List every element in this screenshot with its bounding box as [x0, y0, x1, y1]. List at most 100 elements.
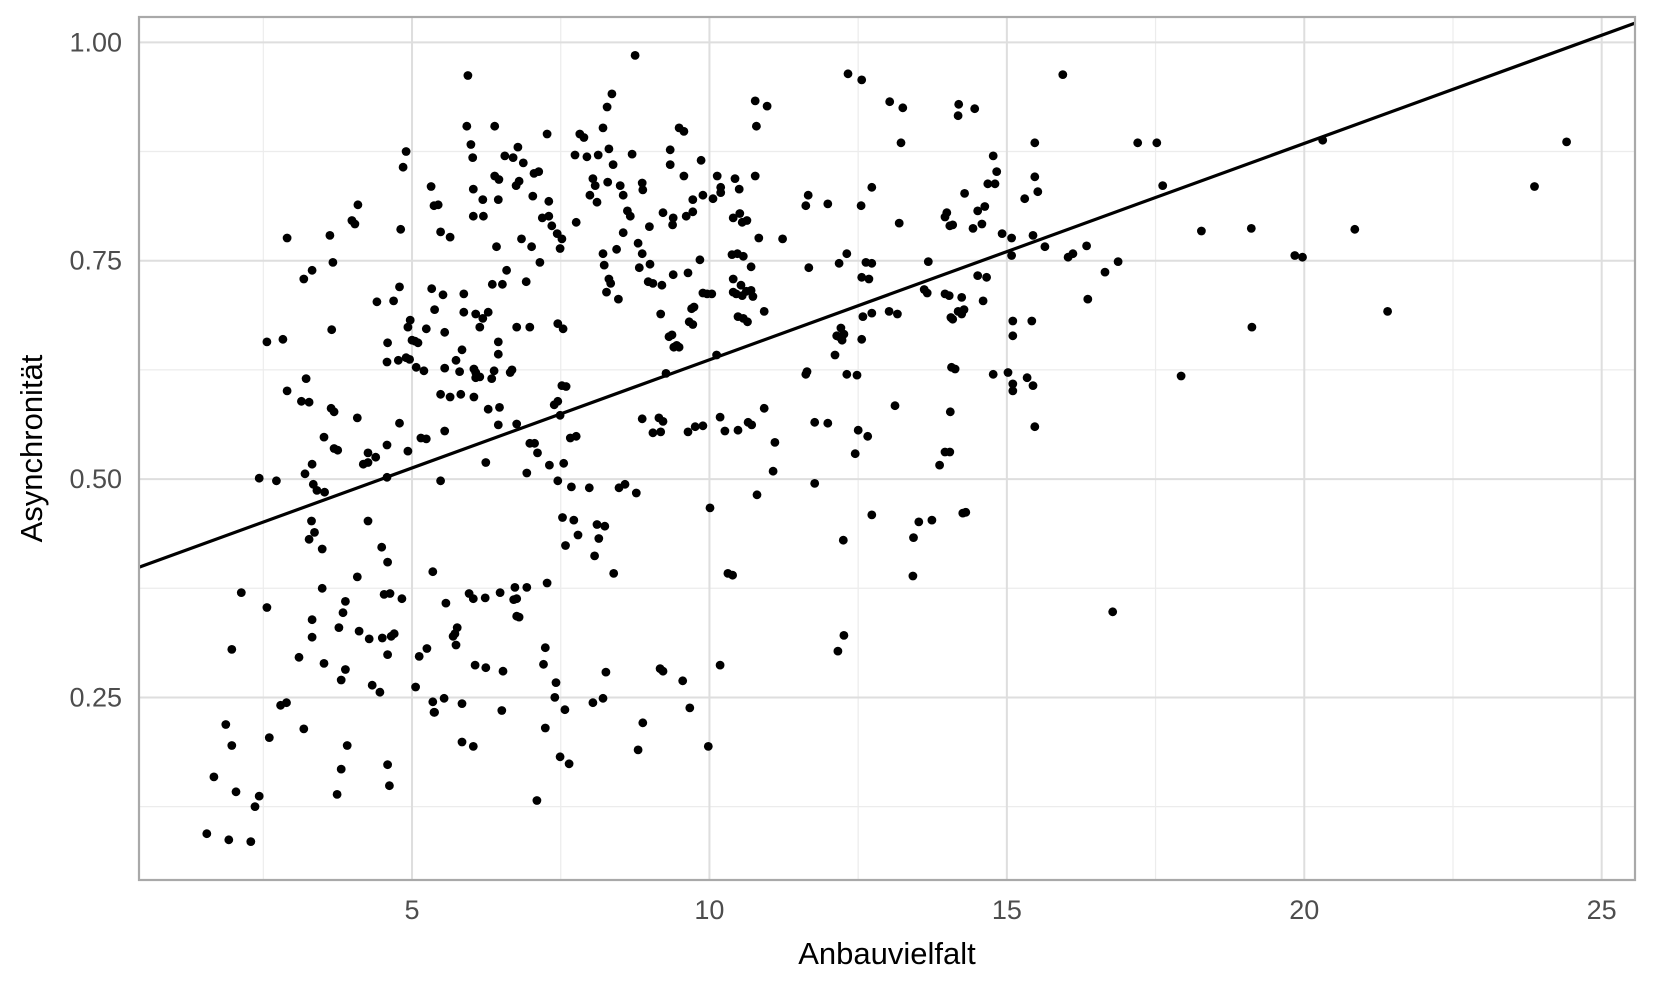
data-point: [688, 320, 698, 329]
data-point: [830, 350, 840, 360]
data-point: [457, 737, 467, 747]
data-point: [403, 446, 413, 456]
trend-line: [138, 21, 1636, 569]
data-point: [736, 280, 746, 290]
data-point: [810, 479, 820, 488]
data-point: [607, 89, 617, 99]
data-point: [411, 682, 420, 692]
data-point: [668, 270, 678, 280]
data-point: [668, 213, 678, 223]
data-point: [540, 723, 550, 733]
data-point: [703, 742, 713, 751]
x-axis-tick-label: 15: [992, 895, 1022, 925]
data-point: [535, 258, 545, 267]
data-point: [489, 366, 499, 376]
data-point: [539, 659, 548, 669]
y-axis-tick-label: 1.00: [69, 27, 122, 57]
data-point: [428, 697, 438, 707]
data-point: [457, 699, 467, 708]
data-point: [584, 483, 594, 493]
data-point: [493, 349, 503, 359]
y-axis-title: Asynchronität: [14, 354, 49, 542]
data-point: [382, 440, 392, 450]
data-point: [705, 503, 715, 513]
data-point: [570, 150, 580, 160]
data-point: [278, 334, 288, 344]
data-point: [457, 345, 467, 355]
data-point: [1133, 138, 1143, 148]
data-point: [282, 233, 292, 243]
data-point: [970, 104, 980, 114]
data-point: [571, 431, 581, 441]
data-point: [588, 698, 598, 708]
data-point: [264, 733, 274, 742]
data-point: [885, 97, 895, 107]
data-point: [752, 490, 762, 500]
data-point: [614, 294, 623, 304]
data-point: [1113, 257, 1123, 266]
data-point: [573, 530, 583, 540]
data-point: [592, 520, 602, 529]
data-point: [307, 516, 316, 526]
data-point: [698, 421, 708, 431]
data-point: [634, 263, 644, 273]
data-point: [615, 181, 625, 191]
data-point: [1028, 231, 1038, 240]
data-point: [532, 796, 542, 805]
data-point: [695, 255, 705, 265]
data-point: [307, 265, 317, 275]
data-point: [320, 487, 329, 497]
data-point: [1562, 137, 1571, 147]
data-point: [478, 195, 488, 205]
data-point: [988, 151, 998, 161]
data-point: [1100, 267, 1110, 277]
data-point: [440, 327, 450, 337]
data-point: [427, 284, 437, 294]
data-point: [728, 570, 737, 580]
data-point: [1030, 172, 1040, 182]
data-point: [377, 633, 387, 643]
data-point: [696, 155, 706, 165]
data-point: [301, 374, 311, 383]
data-point: [1350, 224, 1360, 234]
data-point: [1197, 226, 1206, 236]
data-point: [923, 257, 933, 266]
data-point: [560, 705, 570, 715]
data-point: [834, 258, 844, 268]
data-point: [656, 427, 666, 437]
data-point: [1530, 182, 1539, 191]
data-point: [262, 337, 272, 347]
data-point: [495, 588, 505, 597]
data-point: [475, 372, 485, 382]
data-point: [334, 623, 344, 632]
data-point: [353, 200, 363, 210]
data-point: [598, 123, 608, 133]
data-point: [405, 315, 415, 325]
data-point: [707, 289, 717, 299]
data-point: [466, 140, 476, 149]
data-point: [307, 632, 317, 642]
data-point: [421, 324, 431, 334]
data-point: [898, 103, 908, 113]
data-point: [341, 665, 350, 674]
data-point: [336, 764, 346, 774]
data-point: [842, 369, 852, 379]
data-point: [512, 419, 522, 429]
data-point: [438, 290, 448, 300]
data-point: [383, 338, 392, 348]
data-point: [759, 307, 769, 316]
data-point: [742, 216, 752, 225]
data-point: [896, 138, 906, 148]
data-point: [982, 272, 991, 282]
data-point: [300, 469, 310, 479]
data-point: [500, 151, 510, 161]
data-point: [1030, 138, 1040, 148]
data-point: [599, 260, 609, 270]
data-point: [333, 445, 343, 455]
data-point: [483, 404, 493, 414]
data-point: [310, 528, 319, 537]
data-point: [317, 583, 327, 593]
data-point: [272, 476, 281, 486]
